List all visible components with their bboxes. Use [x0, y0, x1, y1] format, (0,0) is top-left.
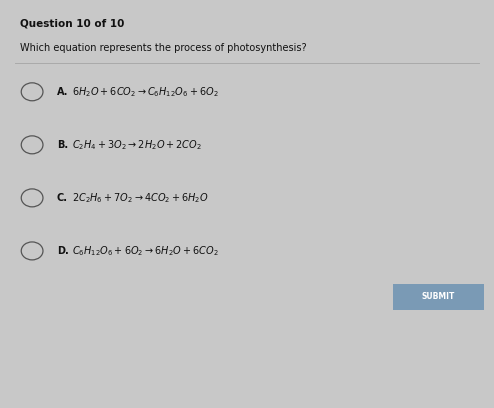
Text: $2C_2H_6 + 7O_2 \rightarrow 4CO_2 + 6H_2O$: $2C_2H_6 + 7O_2 \rightarrow 4CO_2 + 6H_2… [72, 191, 208, 205]
Text: B.: B. [57, 140, 68, 150]
FancyBboxPatch shape [393, 284, 484, 310]
Text: $C_6H_{12}O_6 + 6O_2 \rightarrow 6H_2O + 6CO_2$: $C_6H_{12}O_6 + 6O_2 \rightarrow 6H_2O +… [72, 244, 218, 258]
Text: A.: A. [57, 87, 68, 97]
Text: D.: D. [57, 246, 69, 256]
Text: $6H_2O + 6CO_2 \rightarrow C_6H_{12}O_6 + 6O_2$: $6H_2O + 6CO_2 \rightarrow C_6H_{12}O_6 … [72, 85, 218, 99]
Text: Question 10 of 10: Question 10 of 10 [20, 18, 124, 29]
Text: $C_2H_4 + 3O_2 \rightarrow 2H_2O + 2CO_2$: $C_2H_4 + 3O_2 \rightarrow 2H_2O + 2CO_2… [72, 138, 202, 152]
Text: Which equation represents the process of photosynthesis?: Which equation represents the process of… [20, 43, 306, 53]
Text: C.: C. [57, 193, 68, 203]
Text: SUBMIT: SUBMIT [422, 292, 455, 302]
